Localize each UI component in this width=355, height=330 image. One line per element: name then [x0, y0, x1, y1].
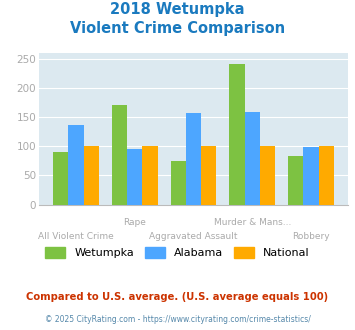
Bar [53, 152, 69, 205]
Bar [142, 146, 158, 205]
Bar [245, 112, 260, 205]
Bar [229, 64, 245, 205]
Text: © 2025 CityRating.com - https://www.cityrating.com/crime-statistics/: © 2025 CityRating.com - https://www.city… [45, 315, 310, 324]
Text: Murder & Mans...: Murder & Mans... [213, 218, 291, 227]
Bar [84, 146, 99, 205]
Bar [127, 148, 142, 205]
Bar [303, 148, 318, 205]
Bar [201, 146, 217, 205]
Bar [186, 113, 201, 205]
Bar [170, 161, 186, 205]
Text: Rape: Rape [123, 218, 146, 227]
Text: All Violent Crime: All Violent Crime [38, 232, 114, 241]
Bar [112, 105, 127, 205]
Legend: Wetumpka, Alabama, National: Wetumpka, Alabama, National [42, 244, 313, 262]
Text: Aggravated Assault: Aggravated Assault [149, 232, 238, 241]
Bar [288, 155, 303, 205]
Text: Robbery: Robbery [292, 232, 330, 241]
Bar [260, 146, 275, 205]
Text: Compared to U.S. average. (U.S. average equals 100): Compared to U.S. average. (U.S. average … [26, 292, 329, 302]
Text: Violent Crime Comparison: Violent Crime Comparison [70, 21, 285, 36]
Bar [318, 146, 334, 205]
Text: 2018 Wetumpka: 2018 Wetumpka [110, 2, 245, 16]
Bar [69, 125, 84, 205]
